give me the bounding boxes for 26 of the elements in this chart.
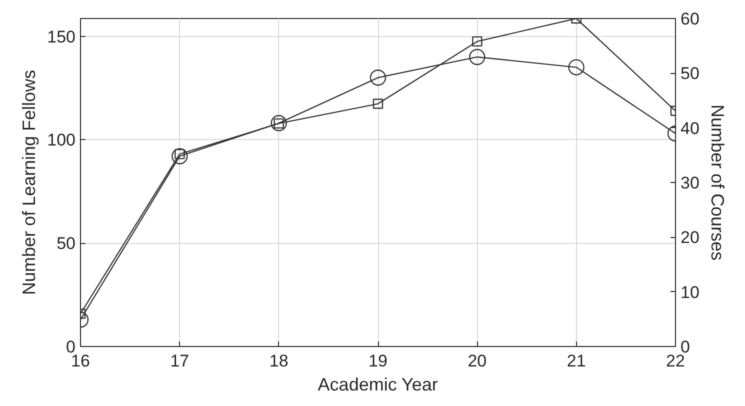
y2-tick-label: 50: [680, 64, 700, 84]
point: [270, 115, 287, 132]
x-tick-label: 20: [468, 352, 487, 370]
x-tick-label: 22: [666, 352, 685, 370]
y-tick-label: 50: [56, 234, 76, 254]
point: [469, 48, 486, 66]
y2-axis-title: Number of Courses: [707, 104, 728, 261]
point: [172, 148, 188, 164]
y-tick-label: 150: [47, 27, 76, 46]
y-axis-title: Number of Learning Fellows: [19, 70, 40, 296]
y2-tick-label: 60: [680, 10, 700, 28]
x-tick-label: 21: [566, 352, 586, 370]
point: [568, 59, 584, 76]
x-tick-label: 18: [269, 352, 288, 370]
y2-tick-label: 40: [680, 118, 700, 138]
y2-tick-label: 20: [680, 228, 700, 248]
y2-tick-label: 30: [680, 174, 700, 192]
point: [472, 36, 482, 47]
x-axis-title: Academic Year: [318, 374, 438, 394]
y2-tick-label: 10: [680, 282, 700, 302]
x-tick-label: 17: [170, 352, 190, 370]
point: [372, 98, 384, 109]
x-tick-label: 16: [71, 352, 90, 370]
x-tick-label: 19: [368, 352, 388, 370]
point: [370, 70, 386, 86]
y-tick-label: 100: [47, 130, 76, 150]
